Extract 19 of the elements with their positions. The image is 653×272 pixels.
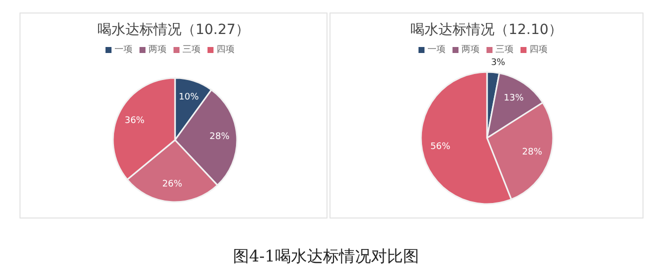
legend-label: 两项 [148, 45, 166, 55]
data-label: 10% [178, 92, 200, 103]
legend-label: 三项 [496, 45, 514, 55]
legend-label: 四项 [530, 45, 548, 55]
legend-label: 一项 [428, 45, 446, 55]
data-label: 3% [490, 58, 506, 68]
data-label: 13% [504, 94, 524, 104]
data-label: 26% [162, 180, 183, 190]
data-label: 28% [522, 148, 543, 158]
data-label: 36% [124, 116, 146, 126]
legend-label: 三项 [182, 45, 200, 55]
legend-label: 一项 [114, 45, 132, 55]
chart-title: 喝水达标情况（10.27） [97, 22, 250, 38]
chart-title: 喝水达标情况（12.10） [410, 22, 563, 38]
data-label: 56% [430, 142, 451, 152]
data-label: 28% [210, 132, 230, 142]
caption: 图4-1喝水达标情况对比图 [233, 246, 419, 266]
legend-label: 四项 [216, 45, 234, 55]
legend-label: 两项 [462, 45, 480, 55]
